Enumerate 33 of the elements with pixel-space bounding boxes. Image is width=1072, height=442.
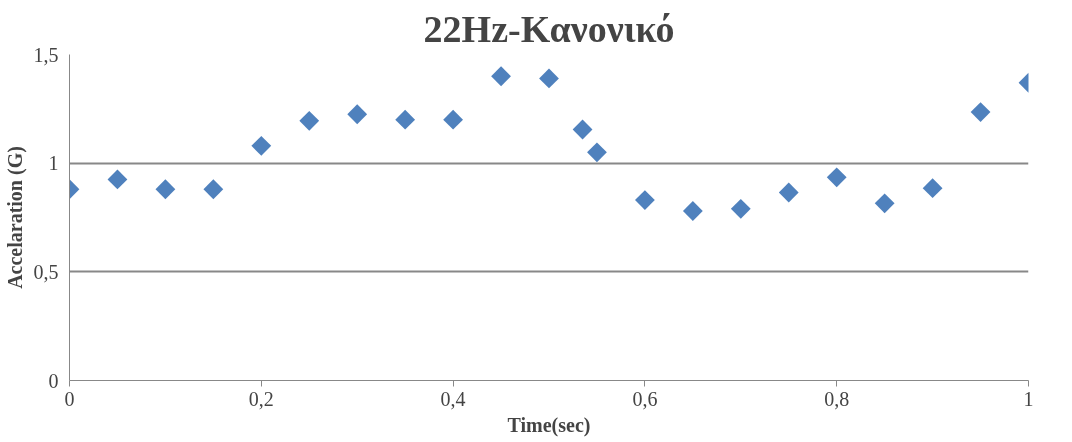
point — [155, 179, 176, 200]
point — [443, 109, 463, 130]
point — [251, 135, 272, 156]
point — [970, 102, 991, 122]
chart-title: 22Hz-Κανονικό — [423, 7, 675, 50]
point — [395, 109, 416, 130]
point — [778, 182, 799, 203]
point — [539, 68, 559, 89]
y-tick-label: 1 — [48, 152, 59, 175]
x-tick-label: 0,6 — [632, 387, 658, 410]
point — [922, 178, 943, 199]
x-tick-label: 0,4 — [440, 387, 466, 410]
x-tick-label: 0,2 — [248, 387, 274, 410]
point — [203, 179, 224, 200]
point — [682, 201, 703, 221]
x-tick-label: 1 — [1023, 387, 1034, 410]
point — [587, 142, 607, 163]
y-axis-title: Accelaration (G) — [3, 146, 27, 289]
x-tick-label: 0 — [64, 387, 75, 410]
point — [107, 169, 128, 190]
point — [635, 190, 655, 211]
x-tick-label: 0,8 — [824, 387, 850, 410]
point — [491, 66, 511, 87]
point — [299, 110, 320, 131]
point — [874, 193, 895, 214]
point — [730, 198, 751, 219]
point — [347, 104, 368, 125]
y-tick-label: 0 — [48, 369, 59, 392]
point — [826, 167, 847, 188]
point — [572, 119, 593, 140]
y-tick-label: 0,5 — [33, 260, 59, 283]
y-tick-label: 1,5 — [33, 43, 59, 66]
x-axis-title: Time(sec) — [507, 413, 591, 437]
